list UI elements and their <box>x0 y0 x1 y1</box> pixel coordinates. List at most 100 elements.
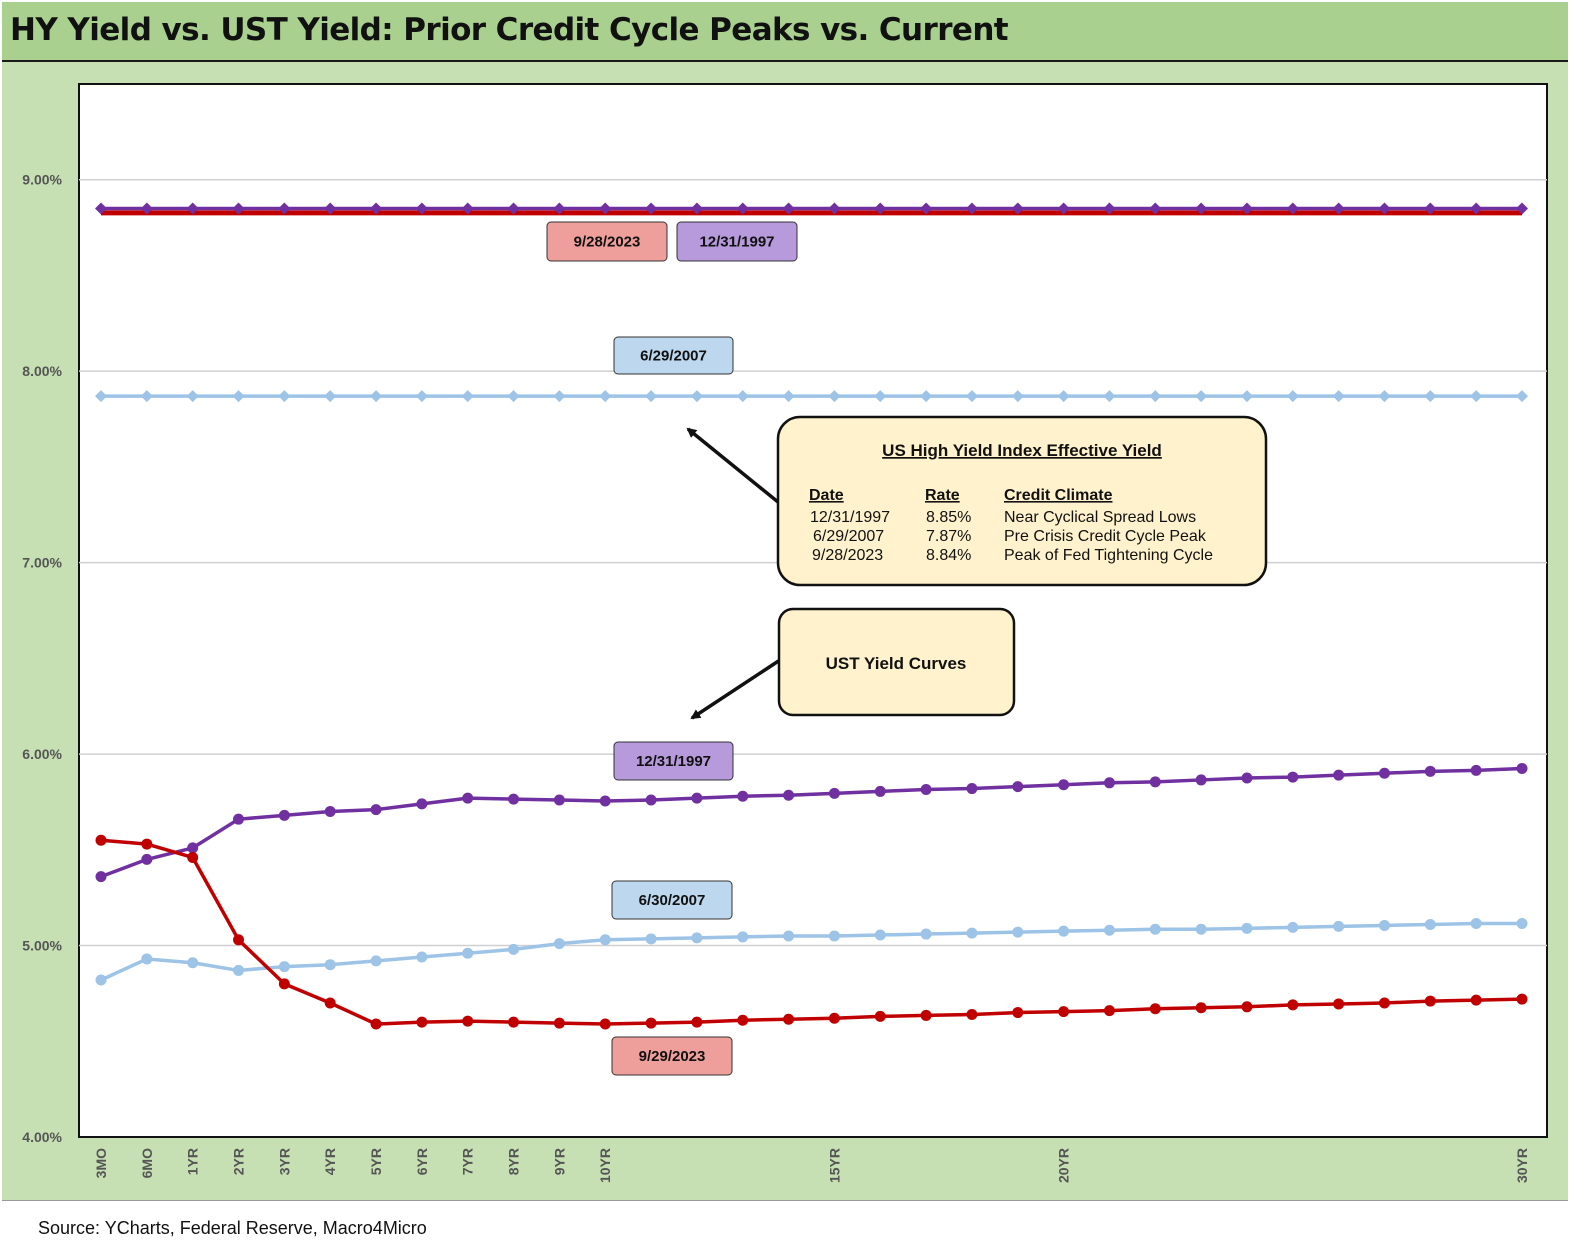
x-tick-label: 8YR <box>506 1148 522 1175</box>
data-point <box>1286 390 1299 403</box>
data-point <box>1103 777 1115 789</box>
data-point <box>1333 998 1345 1010</box>
x-tick-label: 20YR <box>1056 1148 1072 1183</box>
data-point <box>1424 765 1436 777</box>
data-point <box>1287 921 1299 933</box>
data-point <box>187 957 199 969</box>
series-line <box>100 838 1523 1026</box>
data-point <box>1103 202 1116 215</box>
data-point <box>645 202 658 215</box>
data-point <box>599 795 611 807</box>
data-point <box>1424 202 1437 215</box>
data-point <box>599 934 611 946</box>
data-point <box>1103 924 1115 936</box>
data-point <box>324 997 336 1009</box>
title-bar: HY Yield vs. UST Yield: Prior Credit Cyc… <box>2 2 1568 62</box>
data-point <box>461 202 474 215</box>
data-point <box>95 974 107 986</box>
data-point <box>1241 922 1253 934</box>
data-point <box>966 783 978 795</box>
data-point <box>1332 202 1345 215</box>
data-point <box>553 938 565 950</box>
data-point <box>461 390 474 403</box>
series-hy-6-29-2007 <box>95 390 1528 403</box>
data-point <box>508 1016 520 1028</box>
data-point <box>920 1009 932 1021</box>
data-point <box>186 202 199 215</box>
annotation-cell: 12/31/1997 <box>810 509 890 526</box>
series-line <box>100 921 1522 982</box>
data-point <box>1240 390 1253 403</box>
data-point <box>416 798 428 810</box>
data-point <box>1195 202 1208 215</box>
y-tick-label: 8.00% <box>22 363 62 379</box>
data-point <box>783 1013 795 1025</box>
source-note: Source: YCharts, Federal Reserve, Macro4… <box>38 1218 427 1238</box>
data-point <box>1241 772 1253 784</box>
data-point <box>874 390 887 403</box>
y-tick-label: 7.00% <box>22 555 62 571</box>
source-bar: Source: YCharts, Federal Reserve, Macro4… <box>2 1200 1568 1255</box>
series-date-label: 6/29/2007 <box>613 336 734 375</box>
data-point <box>1516 202 1528 215</box>
annotation-text: UST Yield Curves <box>826 654 967 673</box>
data-point <box>782 390 795 403</box>
data-point <box>278 978 290 990</box>
series-ust-12-31-1997 <box>95 762 1528 883</box>
series-date-label: 9/28/2023 <box>546 221 668 262</box>
data-point <box>278 202 291 215</box>
data-point <box>462 1015 474 1027</box>
data-point <box>1241 1001 1253 1013</box>
series-date-label: 6/30/2007 <box>611 880 733 920</box>
label-box <box>613 336 734 375</box>
data-point <box>278 961 290 973</box>
data-point <box>1333 920 1345 932</box>
data-point <box>1424 390 1437 403</box>
label-text: 9/28/2023 <box>574 234 641 251</box>
data-point <box>783 930 795 942</box>
data-point <box>141 838 153 850</box>
data-point <box>1149 923 1161 935</box>
data-point <box>1516 762 1528 774</box>
annotation-cell: 8.84% <box>926 547 971 564</box>
data-point <box>1058 925 1070 937</box>
data-point <box>736 202 749 215</box>
data-point <box>1424 995 1436 1007</box>
data-point <box>874 1010 886 1022</box>
data-point <box>462 792 474 804</box>
data-point <box>1011 202 1024 215</box>
data-point <box>507 390 520 403</box>
data-point <box>232 202 245 215</box>
data-point <box>1195 1002 1207 1014</box>
label-box <box>611 880 733 920</box>
data-point <box>1470 994 1482 1006</box>
data-point <box>874 785 886 797</box>
data-point <box>1103 390 1116 403</box>
data-point <box>140 202 153 215</box>
data-point <box>691 932 703 944</box>
data-point <box>599 202 612 215</box>
data-point <box>95 390 107 403</box>
data-point <box>1470 202 1483 215</box>
data-point <box>920 784 932 796</box>
data-point <box>186 390 199 403</box>
data-point <box>1470 918 1482 930</box>
data-point <box>416 951 428 963</box>
annotation-box <box>776 415 1268 587</box>
annotation-box <box>777 607 1016 717</box>
series-ust-9-29-2023 <box>95 834 1528 1030</box>
data-point <box>507 202 520 215</box>
data-point <box>828 787 840 799</box>
data-point <box>966 927 978 939</box>
data-point <box>828 390 841 403</box>
data-point <box>1287 771 1299 783</box>
data-point <box>324 202 337 215</box>
series-line <box>100 766 1523 879</box>
data-point <box>233 813 245 825</box>
data-point <box>1012 781 1024 793</box>
series-date-label: 12/31/1997 <box>613 741 734 781</box>
x-tick-label: 10YR <box>597 1148 613 1183</box>
label-text: 12/31/1997 <box>699 234 774 251</box>
annotation-column-header: Credit Climate <box>1004 487 1113 504</box>
